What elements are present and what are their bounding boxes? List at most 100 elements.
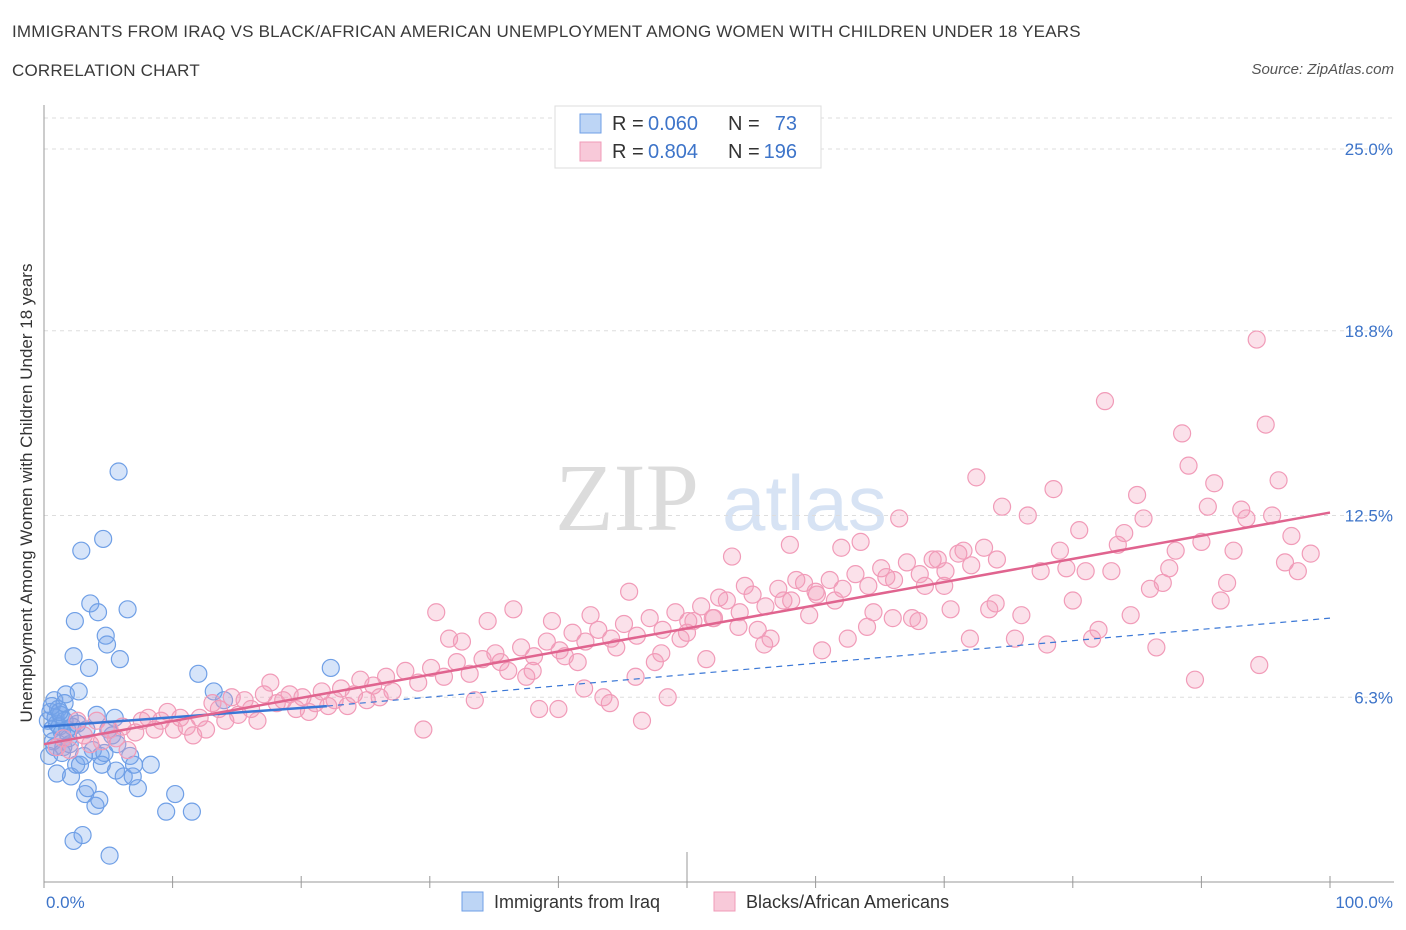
black-point [872, 559, 891, 578]
black-point [427, 603, 446, 622]
y-tick-label: 18.8% [1345, 322, 1393, 341]
black-point [1224, 541, 1243, 560]
iraq-point [70, 755, 90, 774]
black-point [196, 720, 216, 739]
black-point [1076, 562, 1095, 581]
black-point [1288, 562, 1307, 581]
black-point [986, 594, 1005, 613]
black-point [504, 600, 523, 619]
black-point [118, 740, 137, 760]
stats-legend-swatch-iraq [579, 113, 602, 134]
black-point [530, 699, 549, 719]
chart-subtitle: CORRELATION CHART [12, 61, 200, 80]
black-point [800, 606, 819, 625]
y-axis-label: Unemployment Among Women with Children U… [17, 264, 36, 723]
black-point [974, 538, 994, 557]
black-point [812, 641, 832, 660]
black-point [769, 579, 788, 598]
stats-n-label-iraq: N = [728, 113, 760, 135]
iraq-point [97, 635, 117, 654]
black-point [1147, 638, 1166, 657]
black-point [1070, 521, 1089, 540]
watermark-zip: ZIP [555, 444, 699, 551]
black-point [607, 638, 626, 657]
black-point [780, 535, 799, 554]
black-point [414, 720, 433, 739]
trend-layer [43, 511, 1331, 746]
black-point [1012, 606, 1031, 625]
iraq-point [47, 764, 66, 783]
black-point [1115, 523, 1134, 543]
iraq-point [88, 603, 108, 622]
chart-title: IMMIGRANTS FROM IRAQ VS BLACK/AFRICAN AM… [12, 22, 1081, 41]
x-tick-label-max: 100.0% [1335, 893, 1393, 912]
black-trend-line [43, 511, 1331, 746]
black-point [910, 565, 929, 584]
stats-n-label-black: N = [728, 141, 760, 163]
black-point [859, 576, 878, 595]
black-point [838, 629, 857, 648]
y-tick-label: 12.5% [1345, 506, 1393, 525]
chart-source: Source: ZipAtlas.com [1251, 61, 1394, 78]
iraq-point [157, 802, 176, 821]
black-point [987, 550, 1007, 569]
black-point [478, 611, 497, 631]
stats-legend: R = 0.060 N = 73 R = 0.804 N = 196 [554, 105, 822, 169]
black-point [542, 611, 562, 631]
black-point [1211, 591, 1230, 610]
black-point [857, 617, 877, 637]
black-point [666, 603, 685, 622]
black-point [928, 550, 947, 569]
iraq-point [55, 694, 74, 713]
iraq-trend-line [43, 704, 328, 728]
black-point [692, 597, 711, 616]
black-point [1018, 506, 1037, 525]
watermark-atlas: atlas [722, 459, 887, 547]
black-point [1121, 606, 1140, 625]
iraq-point [141, 755, 160, 774]
black-point [563, 623, 582, 642]
iraq-point [64, 647, 83, 666]
black-point [949, 544, 968, 563]
iraq-point [108, 735, 127, 754]
axis-layer [43, 105, 1394, 888]
black-series [47, 330, 1320, 760]
black-point [1095, 392, 1115, 411]
iraq-point [100, 846, 119, 865]
black-point [883, 609, 902, 628]
legend-swatch-black [713, 891, 736, 912]
stats-r-value-iraq: 0.060 [648, 113, 698, 135]
black-point [1250, 655, 1269, 675]
y-tick-label: 6.3% [1354, 688, 1393, 707]
black-point [338, 696, 357, 716]
black-point [1134, 509, 1153, 528]
black-point [774, 591, 793, 610]
black-point [941, 600, 960, 619]
black-point [421, 658, 441, 678]
black-point [1205, 474, 1224, 493]
black-point [1218, 573, 1237, 593]
black-point [954, 541, 973, 560]
iraq-point [72, 541, 91, 560]
black-point [614, 614, 634, 634]
iraq-point [78, 779, 97, 798]
black-point [106, 729, 126, 748]
black-point [1185, 670, 1205, 689]
black-point [652, 644, 671, 663]
black-point [254, 685, 274, 704]
black-point [710, 588, 729, 607]
stats-r-label-iraq: R = [612, 113, 644, 135]
stats-n-value-black: 196 [764, 141, 797, 163]
black-point [923, 550, 942, 569]
iraq-point [94, 529, 113, 549]
black-point [820, 570, 839, 590]
black-point [626, 667, 645, 686]
black-point [658, 688, 677, 707]
black-point [1102, 562, 1121, 581]
black-point [87, 711, 106, 730]
iraq-series [38, 462, 340, 865]
black-point [1282, 526, 1301, 546]
black-point [897, 553, 917, 572]
black-point [1127, 485, 1147, 505]
black-point [465, 691, 484, 710]
